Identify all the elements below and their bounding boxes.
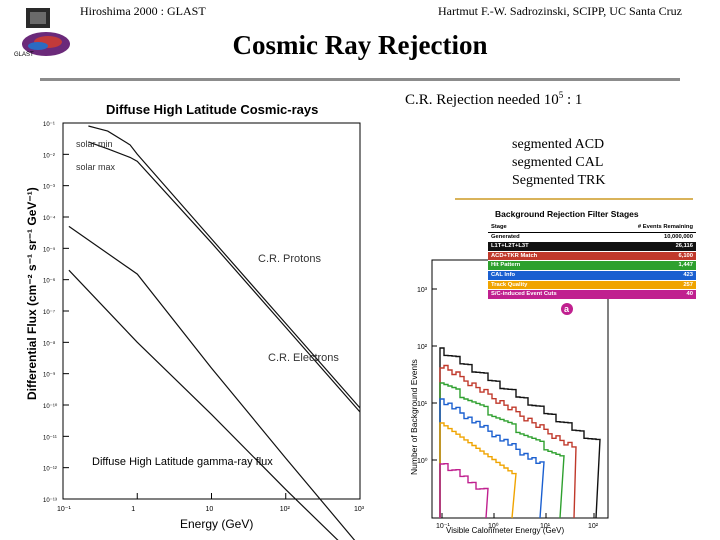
figure-rule [455, 198, 693, 200]
events-remaining: 6,100 [600, 250, 696, 261]
chart-title: Diffuse High Latitude Cosmic-rays [106, 102, 318, 117]
tick-group: 10⁻¹ 1 10 10² 10³ 10⁻¹ 10⁻² 10⁻³ 10⁻⁴ 10⁻⁵ 10⁻⁶ 10⁻… [43, 122, 365, 513]
stage-histogram [439, 364, 577, 519]
stage-name: Hit Pattern [488, 260, 601, 271]
table-header-cell: # Events Remaining [600, 222, 696, 233]
y-tick-label: 10⁻¹¹ [43, 435, 57, 441]
logo-text: GLAST [14, 52, 34, 58]
glast-logo-graphic: GLAST [14, 8, 70, 58]
events-remaining: 1,447 [600, 260, 696, 271]
bullet-item: segmented CAL [512, 155, 604, 170]
y-axis-label: Number of Background Events [409, 359, 419, 475]
y-tick-label: 10¹ [417, 401, 428, 408]
series-line [88, 141, 361, 413]
stage-histogram [439, 398, 545, 519]
stage-name: S/C-induced Event Cuts [488, 289, 601, 299]
rejection-exponent: 5 [558, 90, 564, 100]
rejection-prefix: C.R. Rejection needed 10 [405, 92, 559, 108]
cosmic-ray-flux-chart: Diffuse High Latitude Cosmic-rays 10⁻¹ 1 1… [25, 102, 365, 540]
y-tick-label: 10⁻³ [43, 185, 55, 191]
annotation-electrons: C.R. Electrons [268, 352, 339, 364]
stage-histogram [439, 422, 517, 519]
y-tick-label: 10⁻⁹ [43, 372, 56, 379]
histogram-group [439, 347, 601, 519]
stage-name: Track Quality [488, 279, 601, 290]
table-header-cell: Stage [488, 222, 601, 233]
table-header-row: Stage # Events Remaining [488, 222, 696, 233]
annotation-protons: C.R. Protons [258, 253, 321, 265]
y-tick-label: 10⁻¹⁰ [43, 403, 58, 410]
y-tick-label: 10⁰ [417, 457, 428, 465]
y-tick-label: 10⁻⁶ [43, 278, 56, 285]
y-tick-label: 10⁻¹³ [43, 498, 57, 504]
x-axis-label: Visible Calorimeter Energy (GeV) [446, 526, 564, 535]
title-rule [40, 78, 680, 81]
events-remaining: 26,116 [600, 241, 696, 252]
x-tick-label: 10⁻¹ [436, 523, 450, 530]
events-remaining: 423 [600, 269, 696, 281]
y-tick-label: 10⁻¹ [43, 122, 55, 128]
x-tick-label: 10⁻¹ [57, 506, 71, 513]
x-tick-label: 10² [280, 506, 291, 513]
series-group [68, 125, 361, 540]
x-tick-label: 10 [206, 506, 214, 513]
bullet-item: segmented ACD [512, 137, 605, 152]
table-row: S/C-induced Event Cuts 40 [488, 289, 696, 299]
y-tick-label: 10⁻⁴ [43, 215, 56, 222]
panel-badge [561, 303, 573, 315]
slide-title: Cosmic Ray Rejection [232, 30, 488, 60]
stage-name: CAL Info [488, 269, 601, 281]
y-tick-label: 10⁻² [43, 153, 55, 159]
tick-group: 10⁻¹ 10⁰ 10¹ 10² 10⁰ 10¹ 10² 10³ [417, 287, 599, 530]
table-row: L1T+L2T+L3T 26,116 [488, 241, 696, 252]
events-remaining: 10,000,000 [600, 231, 696, 242]
header-right-text: Hartmut F.-W. Sadrozinski, SCIPP, UC San… [438, 4, 682, 18]
x-axis-label: Energy (GeV) [180, 517, 253, 531]
stage-histogram [439, 382, 565, 519]
series-line [68, 269, 339, 540]
x-tick-label: 10¹ [540, 523, 551, 530]
plot-frame [431, 259, 609, 519]
background-rejection-chart: Background Rejection Filter Stages 10⁻¹ 1… [409, 209, 639, 535]
filter-stage-table: Stage # Events Remaining Generated 10,000… [488, 222, 696, 299]
series-line [88, 125, 361, 409]
x-tick-label: 1 [131, 506, 135, 513]
stage-name: Generated [488, 231, 601, 242]
annotation-solar-min: solar min [76, 139, 113, 149]
annotation-gamma-ray: Diffuse High Latitude gamma-ray flux [92, 456, 273, 468]
bullet-list: segmented ACD segmented CAL Segmented TR… [512, 136, 605, 190]
y-tick-label: 10² [417, 344, 428, 351]
stage-name: ACD+TKR Match [488, 250, 601, 261]
stage-name: L1T+L2T+L3T [488, 241, 601, 252]
events-remaining: 257 [600, 279, 696, 290]
y-tick-label: 10⁻¹² [43, 467, 57, 473]
stage-histogram [439, 347, 601, 519]
events-remaining: 40 [600, 289, 696, 299]
bullet-item: Segmented TRK [512, 173, 606, 188]
y-tick-label: 10⁻⁷ [43, 309, 55, 316]
annotation-solar-max: solar max [76, 162, 116, 172]
rejection-requirement: C.R. Rejection needed 105 : 1 [405, 90, 582, 109]
table-row: Generated 10,000,000 [488, 231, 696, 242]
table-row: CAL Info 423 [488, 269, 696, 281]
series-line [68, 225, 356, 540]
table-row: Track Quality 257 [488, 279, 696, 290]
y-tick-label: 10⁻⁵ [43, 246, 56, 253]
y-axis-label: Differential Flux (cm⁻² s⁻¹ sr⁻¹ GeV⁻¹) [25, 187, 39, 400]
panel-label: a [564, 304, 570, 314]
y-tick-label: 10³ [417, 287, 428, 294]
x-tick-label: 10² [588, 523, 599, 530]
rejection-suffix: : 1 [563, 92, 583, 108]
x-tick-label: 10³ [354, 506, 365, 513]
table-row: Hit Pattern 1,447 [488, 260, 696, 271]
x-tick-label: 10⁰ [488, 522, 499, 530]
glast-logo: GLAST [8, 6, 74, 60]
header-left-text: Hiroshima 2000 : GLAST [80, 4, 206, 18]
table-row: ACD+TKR Match 6,100 [488, 250, 696, 261]
chart-title: Background Rejection Filter Stages [495, 209, 639, 219]
y-tick-label: 10⁻⁸ [43, 340, 56, 347]
stage-histogram [439, 463, 489, 519]
